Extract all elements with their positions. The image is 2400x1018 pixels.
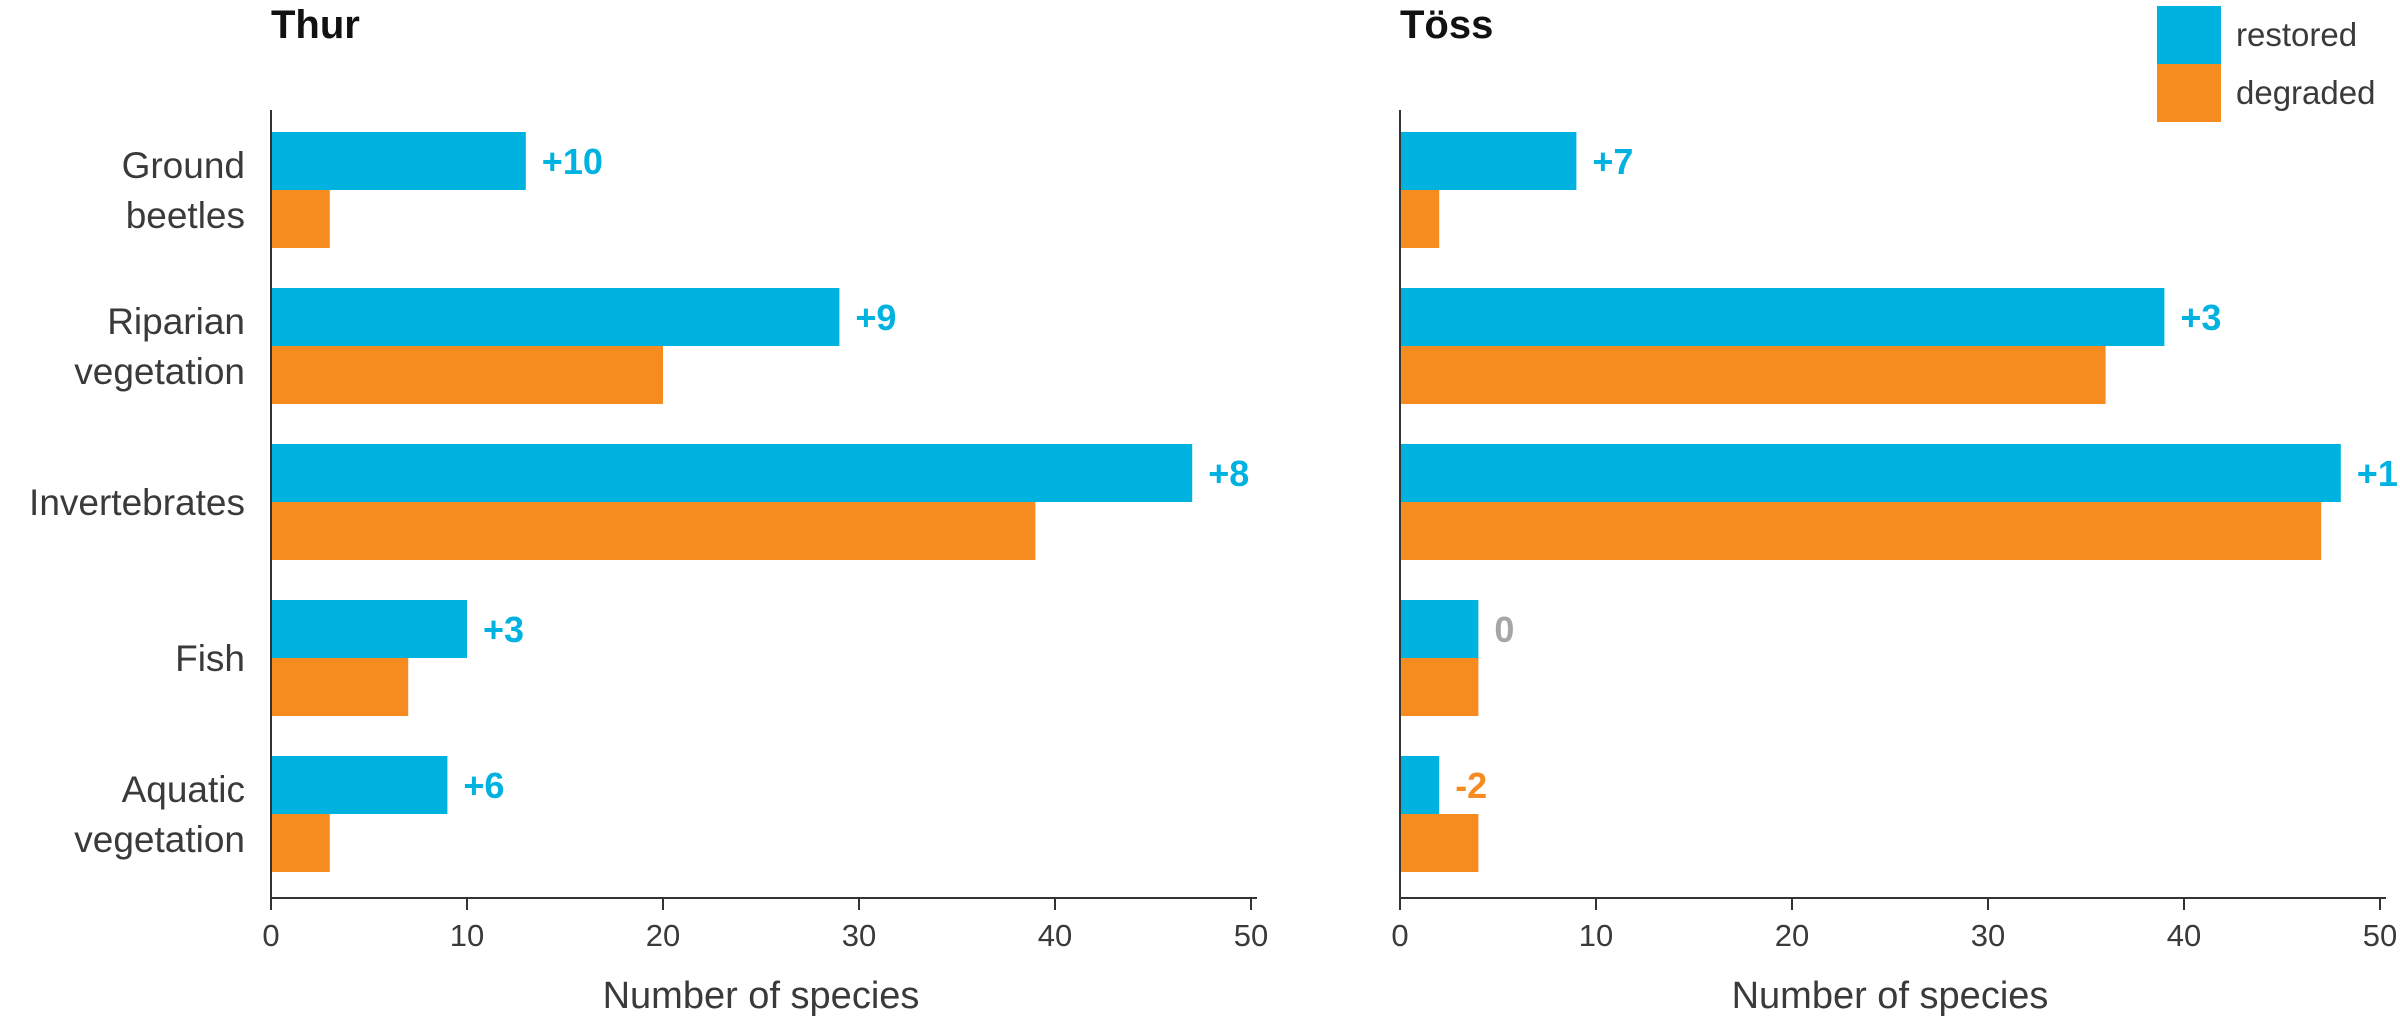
category-label: Invertebrates <box>29 482 245 523</box>
category-label: vegetation <box>74 351 245 392</box>
x-tick-label: 20 <box>646 918 680 953</box>
bar-restored <box>271 600 467 658</box>
category-label: Aquatic <box>122 769 245 810</box>
bar-restored <box>271 756 448 814</box>
difference-label: 0 <box>1494 609 1514 650</box>
panel-title: Thur <box>271 3 360 47</box>
bar-restored <box>271 444 1193 502</box>
category-label: Fish <box>175 638 245 679</box>
bar-degraded <box>1400 658 1479 716</box>
x-tick-label: 10 <box>450 918 484 953</box>
bar-restored <box>1400 444 2341 502</box>
legend-label-degraded: degraded <box>2236 74 2375 111</box>
difference-label: +8 <box>1208 453 1249 494</box>
panel-1: Töss +7 +3 +1 0 -2 0 10 20 30 40 50 Number of specie… <box>1391 3 2397 1017</box>
legend-swatch-degraded <box>2157 64 2221 122</box>
x-tick-label: 0 <box>262 918 279 953</box>
bar-degraded <box>1400 814 1479 872</box>
difference-label: -2 <box>1455 765 1487 806</box>
bar-restored <box>1400 132 1577 190</box>
bar-degraded <box>271 814 330 872</box>
x-tick-label: 0 <box>1391 918 1408 953</box>
bar-restored <box>271 132 526 190</box>
category-label: Ground <box>122 145 245 186</box>
legend: restored degraded <box>2157 6 2375 122</box>
x-axis-label: Number of species <box>1732 975 2049 1017</box>
legend-swatch-restored <box>2157 6 2221 64</box>
x-axis-label: Number of species <box>603 975 920 1017</box>
bar-restored <box>271 288 840 346</box>
panel-title: Töss <box>1400 3 1493 47</box>
bar-degraded <box>1400 346 2106 404</box>
category-label: vegetation <box>74 819 245 860</box>
difference-label: +6 <box>463 765 504 806</box>
bar-restored <box>1400 756 1440 814</box>
difference-label: +7 <box>1592 141 1633 182</box>
x-tick-label: 10 <box>1579 918 1613 953</box>
x-tick-label: 30 <box>842 918 876 953</box>
bar-degraded <box>271 658 409 716</box>
difference-label: +9 <box>855 297 896 338</box>
bar-restored <box>1400 288 2165 346</box>
difference-label: +3 <box>2180 297 2221 338</box>
bar-restored <box>1400 600 1479 658</box>
x-tick-label: 50 <box>2363 918 2397 953</box>
bar-degraded <box>1400 502 2322 560</box>
x-tick-label: 50 <box>1234 918 1268 953</box>
x-tick-label: 30 <box>1971 918 2005 953</box>
bar-degraded <box>271 346 663 404</box>
x-tick-label: 40 <box>1038 918 1072 953</box>
x-tick-label: 20 <box>1775 918 1809 953</box>
category-label: Riparian <box>107 301 245 342</box>
bar-degraded <box>271 190 330 248</box>
x-tick-label: 40 <box>2167 918 2201 953</box>
legend-label-restored: restored <box>2236 16 2357 53</box>
bar-degraded <box>271 502 1036 560</box>
bar-degraded <box>1400 190 1440 248</box>
category-label: beetles <box>126 195 245 236</box>
difference-label: +3 <box>483 609 524 650</box>
difference-label: +10 <box>542 141 603 182</box>
difference-label: +1 <box>2357 453 2398 494</box>
panel-0: Thur +10 Ground beetles +9 Riparian vegetation… <box>29 3 1268 1017</box>
